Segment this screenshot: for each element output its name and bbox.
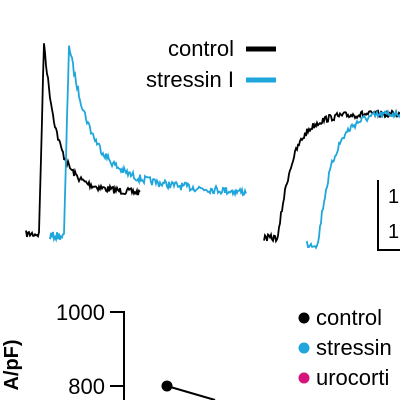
scatter-legend: control stressin urocorti — [298, 305, 392, 390]
scatter-y-axis-label: A/pF) — [1, 339, 23, 390]
legend-label-urocortin: urocorti — [316, 365, 389, 390]
traces-panel: control stressin I 1 1 — [25, 36, 400, 251]
scale-bar-line — [377, 180, 400, 251]
legend-marker-urocortin — [298, 372, 310, 384]
legend-label-control-2: control — [316, 305, 382, 330]
trace-control-right — [263, 108, 400, 244]
y-tick-label-1000: 1000 — [56, 300, 105, 325]
legend-label-stressin: stressin — [316, 335, 392, 360]
y-tick-label-800: 800 — [68, 374, 105, 399]
traces-legend: control stressin I — [146, 36, 276, 92]
scatter-points — [161, 380, 216, 400]
trace-stressin-i-right — [305, 109, 400, 250]
scatter-connector-control — [166, 385, 216, 400]
scale-bar-label-horizontal: 1 — [388, 221, 399, 243]
legend-label-stressin-i: stressin I — [146, 67, 234, 92]
legend-marker-control — [298, 312, 310, 324]
legend-marker-stressin — [298, 342, 310, 354]
legend-label-control: control — [168, 36, 234, 61]
scale-bar-label-vertical: 1 — [388, 186, 399, 208]
trace-stressin-i-left — [49, 45, 247, 243]
trace-control-left — [25, 43, 141, 239]
scatter-panel: A/pF) 1000 800 control stressin urocorti — [1, 300, 392, 400]
scale-bar: 1 1 — [377, 180, 400, 251]
trace-lines — [25, 43, 400, 250]
